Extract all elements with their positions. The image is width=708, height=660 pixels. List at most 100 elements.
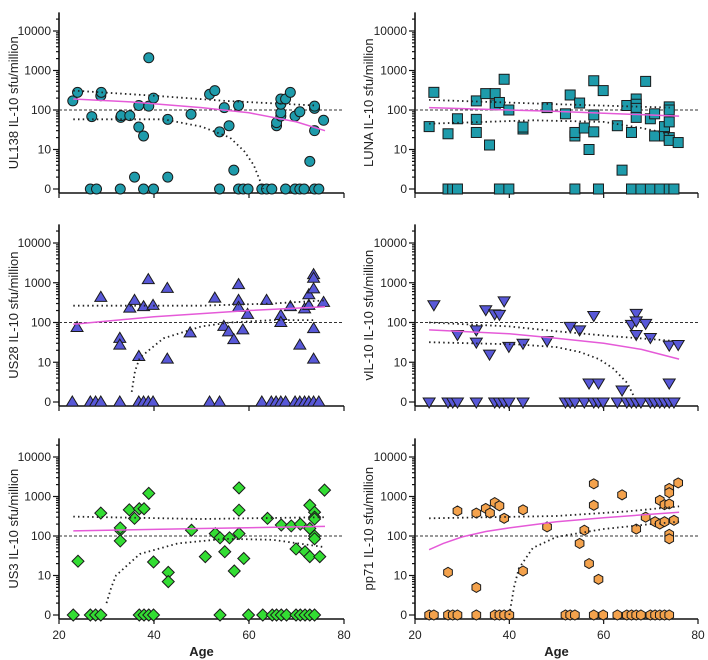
confidence-band-lower xyxy=(508,520,680,616)
data-point xyxy=(503,183,515,195)
data-point xyxy=(226,332,241,345)
regression-fit-line xyxy=(73,525,326,532)
regression-fit-line xyxy=(428,511,680,551)
data-point xyxy=(493,183,505,195)
data-point xyxy=(659,516,670,528)
data-point xyxy=(148,183,160,195)
y-tick-label: 10000 xyxy=(374,450,408,464)
data-point xyxy=(284,86,296,98)
data-point xyxy=(578,122,590,134)
y-tick-label: 100 xyxy=(387,316,407,330)
y-tick-label: 0 xyxy=(400,182,407,196)
data-point xyxy=(256,608,270,622)
data-point xyxy=(664,487,675,499)
data-point xyxy=(574,97,586,109)
data-point xyxy=(480,88,492,100)
data-point xyxy=(497,296,512,308)
panel-us28: 0 10 100 1000 10000 US28 IL-10 sfu/million xyxy=(6,224,345,411)
data-point xyxy=(629,308,644,321)
data-point xyxy=(470,113,482,125)
confidence-band-upper xyxy=(73,515,326,520)
confidence-band-lower xyxy=(429,341,638,403)
data-point xyxy=(591,378,606,391)
data-point xyxy=(579,524,590,536)
data-point xyxy=(138,183,150,195)
data-point xyxy=(629,329,644,342)
y-tick-label: 10 xyxy=(394,143,408,157)
confidence-band-upper xyxy=(73,89,316,107)
data-point xyxy=(160,281,175,293)
data-point xyxy=(141,272,156,285)
data-point xyxy=(221,324,236,337)
x-tick-label: 20 xyxy=(52,628,66,642)
confidence-band-upper xyxy=(429,321,670,342)
data-point xyxy=(518,565,528,577)
data-point xyxy=(306,281,321,294)
data-point xyxy=(231,277,246,290)
data-point xyxy=(428,86,440,98)
data-point xyxy=(162,171,174,183)
regression-fit-line xyxy=(73,305,326,326)
data-point xyxy=(218,545,232,559)
y-tick-label: 10000 xyxy=(18,450,52,464)
data-point xyxy=(313,549,327,564)
x-tick-label: 60 xyxy=(597,628,611,642)
data-point xyxy=(146,608,161,622)
data-point xyxy=(422,397,437,409)
data-point xyxy=(588,478,599,490)
data-point xyxy=(124,110,136,122)
data-point xyxy=(279,608,294,622)
data-point xyxy=(304,155,316,167)
data-point xyxy=(233,99,245,111)
data-point xyxy=(672,137,684,149)
data-point xyxy=(185,108,197,120)
data-point xyxy=(306,321,321,334)
data-point xyxy=(654,183,666,195)
confidence-band-lower xyxy=(73,118,265,190)
data-point xyxy=(471,609,482,621)
data-point xyxy=(183,325,197,338)
data-point xyxy=(471,581,482,593)
x-tick-label: 80 xyxy=(691,628,705,642)
y-tick-label: 10000 xyxy=(374,236,408,250)
data-point xyxy=(113,521,127,535)
data-point xyxy=(501,341,516,354)
data-point xyxy=(292,338,307,350)
data-point xyxy=(452,505,463,517)
data-point xyxy=(207,291,222,303)
data-point xyxy=(235,322,250,335)
data-point xyxy=(93,395,108,407)
data-point xyxy=(66,608,80,622)
y-tick-label: 10000 xyxy=(18,24,52,38)
data-point xyxy=(630,102,642,114)
data-point xyxy=(113,534,127,548)
data-point xyxy=(586,311,601,323)
data-point xyxy=(649,130,661,142)
data-point xyxy=(664,609,675,621)
data-point xyxy=(184,523,199,537)
x-tick-label: 40 xyxy=(503,628,517,642)
data-point xyxy=(469,397,484,409)
data-point xyxy=(582,378,596,391)
data-point xyxy=(137,502,151,516)
data-point xyxy=(517,121,529,133)
data-point xyxy=(227,564,241,578)
data-point xyxy=(518,504,528,516)
data-point xyxy=(214,126,226,138)
data-point xyxy=(222,531,237,545)
data-point xyxy=(86,111,98,123)
data-point xyxy=(498,73,510,85)
data-point xyxy=(232,481,246,495)
data-point xyxy=(450,329,465,342)
regression-fit-line xyxy=(429,106,680,117)
data-point xyxy=(564,89,576,101)
data-point xyxy=(669,514,679,526)
data-point xyxy=(254,395,269,407)
data-point xyxy=(649,108,661,120)
data-point xyxy=(577,397,592,409)
y-tick-label: 0 xyxy=(44,608,51,622)
data-point xyxy=(426,300,441,312)
data-point xyxy=(494,500,505,512)
data-point xyxy=(588,126,600,138)
